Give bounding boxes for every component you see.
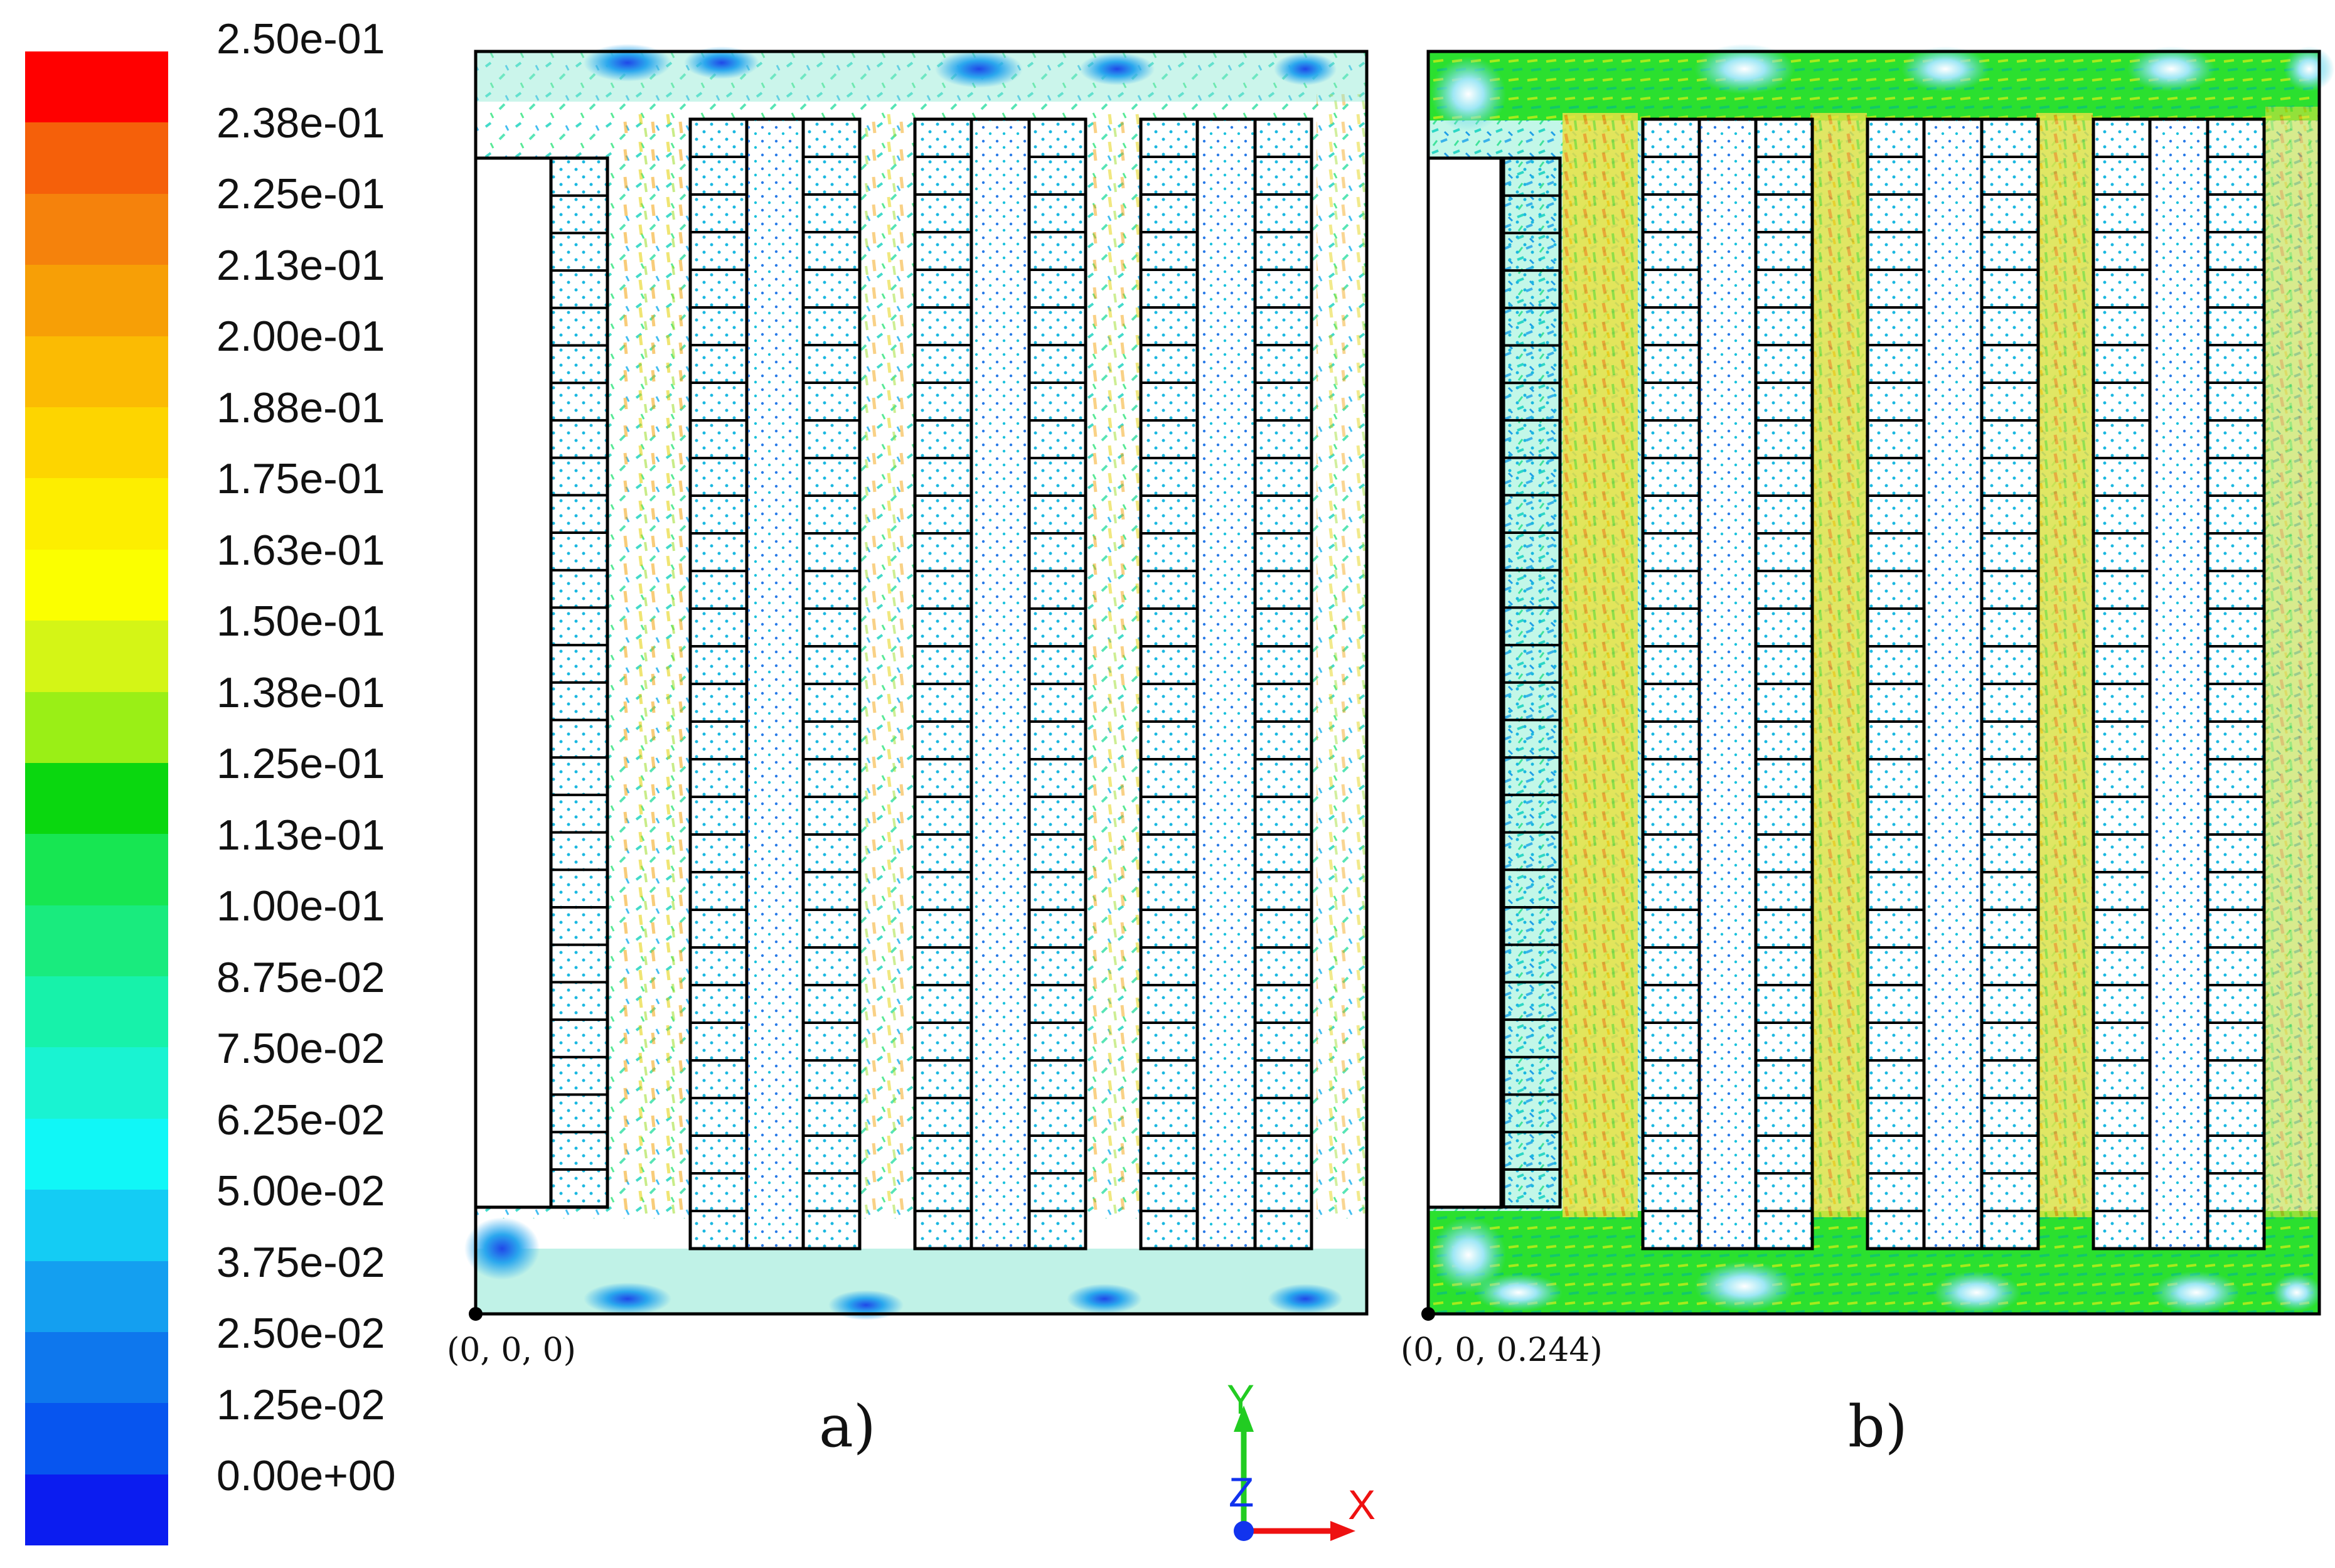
legend-swatch (25, 691, 168, 763)
vortex (1933, 1271, 2021, 1314)
hot-aisle (1923, 118, 1983, 1250)
hot-aisle (970, 118, 1030, 1250)
legend-label: 8.75e-02 (216, 953, 385, 1001)
vortex (2272, 1274, 2322, 1311)
panel-b-origin-marker (1421, 1307, 1435, 1321)
legend-swatch (25, 407, 168, 479)
vortex (1694, 44, 1795, 94)
panel-b (1421, 44, 2334, 1321)
legend-swatch (25, 1474, 168, 1546)
vortex (2152, 1271, 2240, 1314)
panel-b-warm-channel (2265, 107, 2318, 1217)
legend-label: 1.75e-01 (216, 455, 385, 503)
panel-a-label: a) (819, 1393, 876, 1460)
legend-label: 2.50e-01 (216, 15, 385, 63)
y-axis-arrowhead (1234, 1405, 1254, 1432)
y-axis-letter: Y (1227, 1376, 1255, 1422)
legend-swatch (25, 193, 168, 265)
legend-color-bar (25, 51, 168, 1546)
legend-swatch (25, 265, 168, 336)
panel-b-inlet-block (1426, 156, 1503, 1209)
panel-a-warm-channel (1317, 94, 1365, 1217)
legend-swatch (25, 549, 168, 621)
legend-swatch (25, 976, 168, 1048)
legend-label: 2.13e-01 (216, 241, 385, 289)
panel-a (464, 44, 1369, 1321)
legend-swatch (25, 1403, 168, 1475)
vortex (1268, 1284, 1343, 1314)
vortex (684, 46, 759, 79)
panel-b-warm-channel (1810, 113, 1867, 1217)
legend-label: 2.00e-01 (216, 312, 385, 360)
legend-swatch (25, 834, 168, 905)
legend-swatch (25, 51, 168, 123)
vortex (935, 50, 1023, 88)
legend-label: 5.00e-02 (216, 1167, 385, 1215)
hot-aisle (745, 118, 804, 1250)
vortex (1475, 1274, 1563, 1311)
legend-swatch (25, 478, 168, 550)
legend-label: 3.75e-02 (216, 1238, 385, 1286)
vortex (1901, 46, 1989, 92)
vortex (1694, 1261, 1795, 1311)
vortex (828, 1290, 904, 1320)
legend-swatch (25, 336, 168, 407)
legend-label: 1.25e-01 (216, 740, 385, 787)
vortex (1079, 53, 1155, 85)
legend-label: 7.50e-02 (216, 1025, 385, 1072)
vortex (584, 44, 671, 82)
vortex (2284, 46, 2334, 92)
legend-swatch (25, 905, 168, 977)
legend-label: 1.38e-01 (216, 668, 385, 717)
legend-label: 2.25e-01 (216, 170, 385, 218)
panel-a-warm-channel (621, 113, 684, 1217)
x-axis-arrowhead (1330, 1521, 1355, 1541)
x-axis-letter: X (1348, 1481, 1376, 1528)
legend-label: 1.50e-01 (216, 597, 385, 645)
panel-a-origin-label: (0, 0, 0) (447, 1331, 576, 1369)
legend-label: 1.00e-01 (216, 882, 385, 930)
panel-b-warm-channel (1563, 113, 1638, 1217)
z-axis-dot (1234, 1521, 1254, 1541)
vortex (464, 1217, 540, 1280)
vortex (1274, 53, 1337, 85)
vortex (1431, 1217, 1506, 1293)
vortex (1431, 56, 1506, 132)
legend-swatch (25, 1261, 168, 1333)
hot-aisle (2149, 118, 2209, 1250)
hot-aisle (1196, 118, 1256, 1250)
legend-swatch (25, 122, 168, 194)
vortex (1067, 1284, 1142, 1314)
legend-swatch (25, 762, 168, 835)
panel-b-label: b) (1848, 1393, 1908, 1460)
legend-swatch (25, 621, 168, 692)
panel-a-origin-marker (469, 1307, 483, 1321)
legend-label: 1.63e-01 (216, 526, 385, 574)
vortex (584, 1283, 671, 1315)
legend-swatch (25, 1332, 168, 1404)
axis-triad (1234, 1405, 1355, 1541)
legend-swatch (25, 1118, 168, 1190)
legend-swatch (25, 1047, 168, 1119)
legend-label: 1.88e-01 (216, 383, 385, 432)
panel-b-origin-label: (0, 0, 0.244) (1401, 1331, 1603, 1369)
legend-label: 1.25e-02 (216, 1380, 385, 1429)
panel-b-warm-channel (2036, 113, 2093, 1217)
panel-a-warm-channel (865, 113, 915, 1217)
legend-label: 6.25e-02 (216, 1096, 385, 1144)
legend-label: 1.13e-01 (216, 811, 385, 859)
legend-label: 2.50e-02 (216, 1309, 385, 1357)
vortex (2127, 46, 2215, 92)
z-axis-letter: Z (1229, 1469, 1254, 1515)
legend-label: 2.38e-01 (216, 99, 385, 147)
legend-label: 0.00e+00 (216, 1452, 396, 1500)
panel-a-warm-channel (1092, 113, 1142, 1217)
legend-swatch (25, 1190, 168, 1261)
hot-aisle (1698, 118, 1757, 1250)
